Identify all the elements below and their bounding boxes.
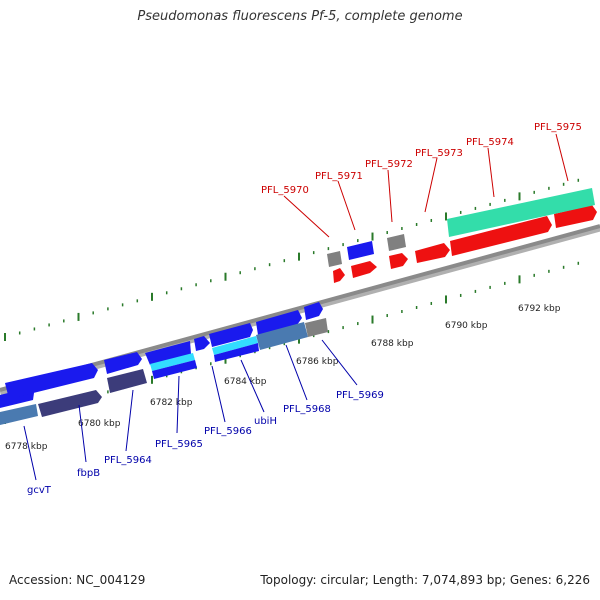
forward-genes-row1	[0, 302, 323, 408]
leader-PFL_5968	[285, 344, 308, 401]
accession-text: Accession: NC_004129	[9, 573, 146, 587]
gene-label-PFL_5971: PFL_5971	[315, 171, 363, 182]
gene-arrow	[389, 253, 408, 269]
tick-label-6792: 6792 kbp	[518, 304, 561, 314]
gene-label-PFL_5974: PFL_5974	[466, 137, 514, 148]
gene-label-PFL_5972: PFL_5972	[365, 159, 413, 170]
forward-genes-row2	[0, 318, 328, 425]
backbone	[0, 224, 600, 392]
gene-label-PFL_5973: PFL_5973	[415, 148, 463, 159]
leader-PFL_5975	[555, 133, 569, 182]
gene-box	[387, 234, 406, 251]
leader-PFL_5970	[283, 195, 330, 238]
leader-PFL_5964	[125, 389, 134, 452]
gene-box	[347, 241, 374, 260]
tick-label-6778: 6778 kbp	[5, 442, 48, 452]
gene-arrow	[209, 323, 253, 347]
gene-label-PFL_5975: PFL_5975	[534, 122, 582, 133]
gene-labels-red: PFL_5970 PFL_5971 PFL_5972 PFL_5973 PFL_…	[261, 122, 582, 196]
gene-box	[152, 360, 197, 379]
gene-label-gcvT: gcvT	[27, 485, 52, 496]
tick-label-6790: 6790 kbp	[445, 321, 488, 331]
gene-box	[214, 343, 259, 362]
gene-box	[150, 353, 195, 371]
leader-fbpB	[78, 404, 87, 463]
leader-PFL_5965	[176, 375, 180, 434]
gene-label-PFL_5965: PFL_5965	[155, 439, 203, 450]
leader-PFL_5974	[487, 147, 495, 198]
gene-arrow	[415, 243, 450, 263]
leader-PFL_5966	[211, 365, 226, 423]
gene-arrow	[194, 336, 210, 351]
gene-arrow	[256, 310, 302, 335]
gene-arrow	[145, 341, 191, 365]
tick-label-6782: 6782 kbp	[150, 398, 193, 408]
gene-box	[327, 251, 342, 267]
tick-labels: 6778 kbp 6780 kbp 6782 kbp 6784 kbp 6786…	[5, 304, 561, 452]
map-title: Pseudomonas fluorescens Pf-5, complete g…	[137, 9, 463, 24]
gene-label-PFL_5969: PFL_5969	[336, 390, 384, 401]
gene-box	[256, 322, 308, 350]
gene-arrow	[104, 352, 142, 374]
gene-arrow	[333, 268, 345, 283]
leader-PFL_5972	[387, 169, 393, 223]
leader-ubiH	[240, 359, 265, 413]
label-leaders-red	[283, 133, 569, 238]
leader-PFL_5973	[424, 157, 438, 213]
gene-box	[212, 336, 258, 355]
tick-label-6786: 6786 kbp	[296, 357, 339, 367]
label-leaders-blue	[23, 339, 358, 481]
tick-label-6784: 6784 kbp	[224, 377, 267, 387]
gene-box	[107, 369, 147, 393]
leader-PFL_5971	[337, 180, 356, 231]
tick-guide-upper	[4, 178, 580, 341]
leader-PFL_5969	[321, 339, 358, 386]
gene-label-PFL_5964: PFL_5964	[104, 455, 152, 466]
gene-arrow	[5, 363, 98, 399]
gene-box	[305, 318, 328, 337]
gene-arrow	[554, 205, 597, 228]
gene-box	[0, 404, 38, 425]
gene-label-PFL_5966: PFL_5966	[204, 426, 252, 437]
gene-arrow	[450, 216, 552, 256]
gene-arrow	[304, 302, 323, 320]
tick-label-6788: 6788 kbp	[371, 339, 414, 349]
gene-label-PFL_5968: PFL_5968	[283, 404, 331, 415]
gene-box	[447, 188, 595, 237]
tick-label-6780: 6780 kbp	[78, 419, 121, 429]
gene-label-PFL_5970: PFL_5970	[261, 185, 309, 196]
leader-gcvT	[23, 425, 37, 481]
gene-label-ubiH: ubiH	[254, 416, 277, 427]
reverse-genes	[327, 188, 597, 283]
gene-arrow	[351, 261, 377, 278]
gene-label-fbpB: fbpB	[77, 468, 100, 479]
gene-box	[38, 390, 102, 417]
gene-labels-blue: gcvT fbpB PFL_5964 PFL_5965 PFL_5966 ubi…	[27, 390, 384, 496]
genome-summary-text: Topology: circular; Length: 7,074,893 bp…	[260, 573, 590, 587]
